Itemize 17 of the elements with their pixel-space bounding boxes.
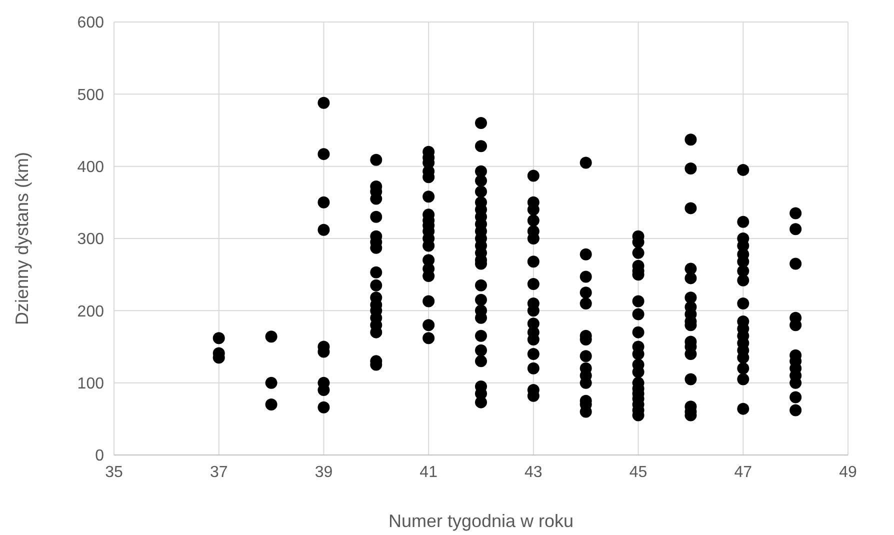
- y-tick-label: 100: [77, 375, 104, 392]
- y-tick-label: 0: [95, 448, 104, 465]
- x-tick-label: 41: [420, 464, 438, 481]
- y-tick-label: 600: [77, 14, 104, 32]
- x-tick-label: 35: [105, 464, 123, 481]
- y-axis-title: Dzienny dystans (km): [12, 152, 32, 326]
- x-tick-label: 37: [210, 464, 228, 481]
- y-tick-label: 400: [77, 158, 104, 176]
- x-tick-label: 43: [524, 464, 542, 481]
- x-tick-label: 47: [734, 464, 752, 481]
- x-tick-label: 49: [839, 464, 857, 481]
- x-tick-label: 45: [629, 464, 648, 481]
- x-tick-label: 39: [314, 464, 333, 481]
- x-axis-title: Numer tygodnia w roku: [388, 511, 574, 531]
- y-tick-label: 200: [77, 303, 104, 320]
- y-tick-label: 500: [77, 86, 104, 104]
- y-tick-label: 300: [77, 231, 104, 248]
